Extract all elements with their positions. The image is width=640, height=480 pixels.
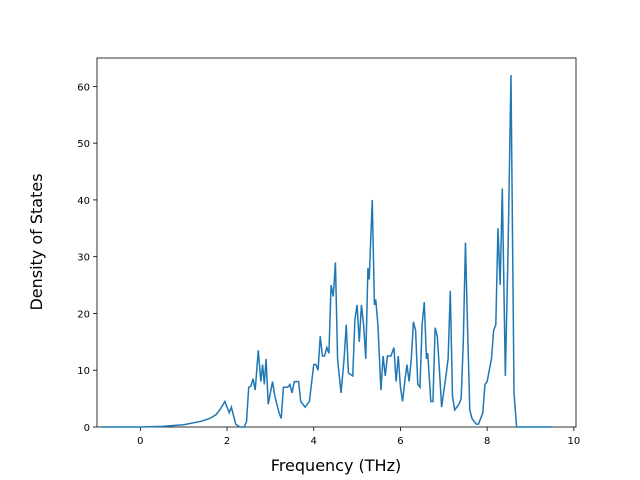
- plot-frame: [96, 57, 577, 428]
- y-tick-label: 20: [77, 309, 90, 320]
- y-tick-label: 40: [77, 196, 90, 207]
- y-tick-label: 60: [77, 82, 90, 93]
- y-tick-label: 10: [77, 366, 90, 377]
- y-axis-label: Density of States: [27, 173, 46, 310]
- x-tick-label: 4: [311, 436, 317, 447]
- x-tick-label: 6: [397, 436, 403, 447]
- x-tick-label: 10: [567, 436, 580, 447]
- x-tick-label: 0: [137, 436, 143, 447]
- x-tick-label: 8: [484, 436, 490, 447]
- y-tick-label: 0: [84, 423, 90, 434]
- x-axis-label: Frequency (THz): [271, 456, 401, 475]
- y-tick-label: 30: [77, 253, 90, 264]
- y-tick-label: 50: [77, 139, 90, 150]
- x-tick-label: 2: [224, 436, 230, 447]
- line: [101, 75, 553, 428]
